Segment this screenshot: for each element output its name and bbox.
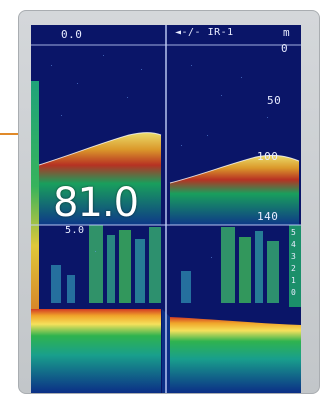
upper-range-start-label: 0.0 bbox=[61, 28, 83, 41]
depth-unit-label: m bbox=[283, 26, 291, 39]
mode-label: ◄-/- IR-1 bbox=[175, 27, 234, 38]
strength-scale-digit: 5 bbox=[291, 228, 296, 237]
strength-scale-digit: 2 bbox=[291, 264, 296, 273]
strength-scale-digit: 3 bbox=[291, 252, 296, 261]
callout-pointer-line bbox=[0, 133, 22, 135]
fish-finder-echogram-icon bbox=[31, 25, 301, 393]
strength-scale-digit: 4 bbox=[291, 240, 296, 249]
depth-scale-label-140: 140 bbox=[257, 210, 279, 223]
strength-scale-digit: 0 bbox=[291, 288, 296, 297]
display-bezel: 0.0 ◄-/- IR-1 m 0 50 100 140 5.0 81.0 5 … bbox=[18, 10, 320, 394]
depth-scale-label-100: 100 bbox=[257, 150, 279, 163]
current-depth-readout: 81.0 bbox=[53, 180, 139, 226]
depth-scale-label-50: 50 bbox=[267, 94, 282, 107]
strength-scale-digit: 1 bbox=[291, 276, 296, 285]
echogram-screen: 0.0 ◄-/- IR-1 m 0 50 100 140 5.0 81.0 5 … bbox=[31, 25, 301, 393]
depth-scale-label-0: 0 bbox=[281, 42, 289, 55]
mid-range-start-label: 5.0 bbox=[65, 225, 85, 236]
